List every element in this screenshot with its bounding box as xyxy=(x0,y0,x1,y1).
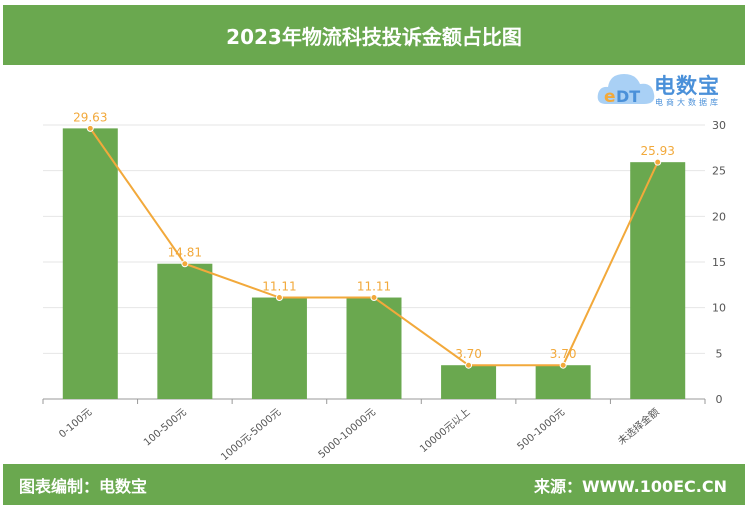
line-point xyxy=(370,294,378,302)
footer-credit: 图表编制：电数宝 xyxy=(19,476,148,496)
footer-source: 来源：WWW.100EC.CN xyxy=(533,476,727,496)
y-tick-label: 20 xyxy=(712,210,726,223)
bar xyxy=(535,365,591,399)
y-tick-label: 0 xyxy=(716,393,723,406)
x-tick-label: 1000元-5000元 xyxy=(219,407,283,463)
cloud-edt-logo-icon: e DT xyxy=(597,74,655,107)
data-label: 29.63 xyxy=(73,110,107,124)
bar xyxy=(251,297,307,399)
data-label: 11.11 xyxy=(357,280,391,294)
x-tick-label: 0-100元 xyxy=(57,407,94,441)
y-tick-label: 5 xyxy=(716,347,723,360)
bar xyxy=(157,263,213,399)
chart-header: 2023年物流科技投诉金额占比图 xyxy=(3,5,745,65)
line-point xyxy=(86,124,94,132)
y-tick-label: 30 xyxy=(712,119,726,132)
x-tick-label: 5000-10000元 xyxy=(317,407,378,461)
line-point xyxy=(275,294,283,302)
data-label: 25.93 xyxy=(641,144,675,158)
y-tick-label: 15 xyxy=(712,256,726,269)
logo-tagline: 电商大数据库 xyxy=(655,98,721,107)
line-point xyxy=(181,260,189,268)
bar xyxy=(346,297,402,399)
data-label: 3.70 xyxy=(550,347,577,361)
chart-footer: 图表编制：电数宝 来源：WWW.100EC.CN xyxy=(3,464,745,505)
line-point xyxy=(465,361,473,369)
data-label: 14.81 xyxy=(168,246,202,260)
x-tick-label: 未选择金额 xyxy=(615,405,662,447)
y-tick-label: 25 xyxy=(712,165,726,178)
x-tick-label: 100-500元 xyxy=(142,407,189,449)
x-tick-label: 500-1000元 xyxy=(515,407,567,453)
bar xyxy=(62,128,118,399)
line-point xyxy=(559,361,567,369)
line-point xyxy=(654,158,662,166)
data-label: 11.11 xyxy=(262,280,296,294)
brand-logo: e DT 电数宝 电商大数据库 xyxy=(596,66,732,110)
y-tick-label: 10 xyxy=(712,302,726,315)
bar xyxy=(441,365,497,399)
x-tick-label: 10000元以上 xyxy=(417,406,472,455)
svg-text:e: e xyxy=(604,87,616,107)
bar xyxy=(630,162,686,399)
svg-text:DT: DT xyxy=(616,87,640,106)
logo-text: 电数宝 xyxy=(654,74,720,98)
data-label: 3.70 xyxy=(455,347,482,361)
chart-title: 2023年物流科技投诉金额占比图 xyxy=(226,24,522,49)
